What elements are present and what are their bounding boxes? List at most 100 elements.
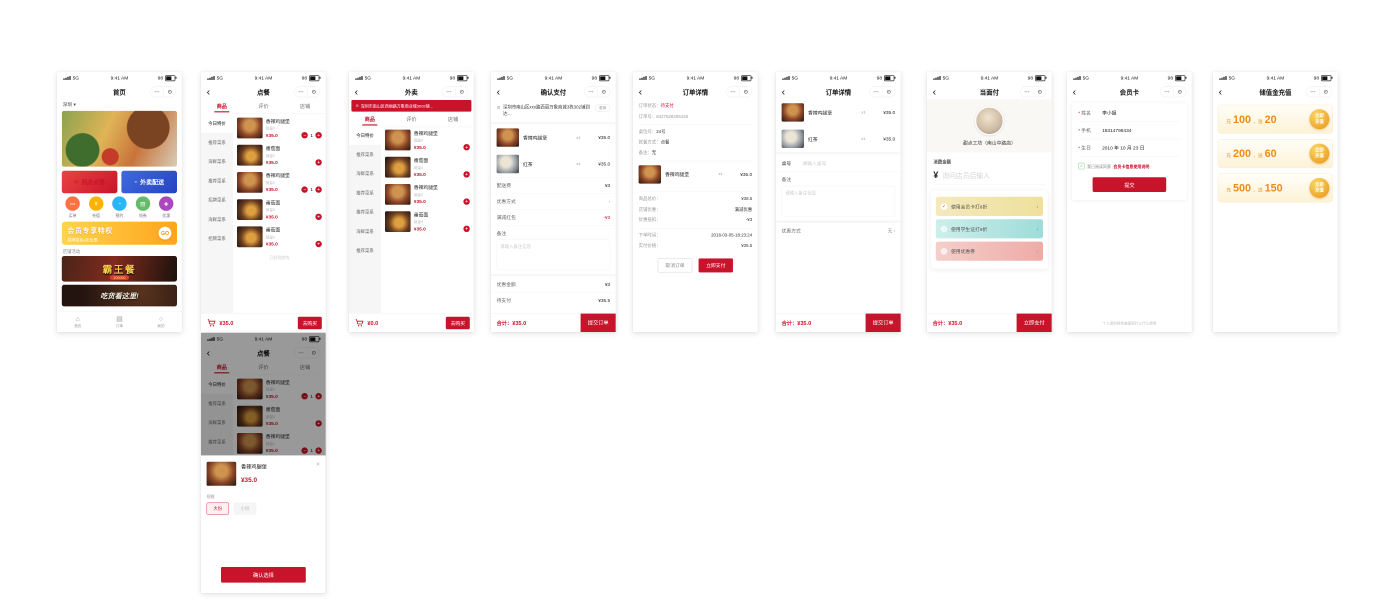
category-item[interactable]: 推荐菜系 — [208, 401, 226, 407]
back-button[interactable]: ‹ — [781, 85, 786, 98]
close-icon[interactable]: × — [315, 460, 321, 468]
quick-action[interactable]: ¥ 充值 — [87, 196, 105, 218]
spec-chip[interactable]: 大份 — [206, 502, 229, 515]
radio-check-icon[interactable] — [940, 247, 948, 255]
shop-tab[interactable]: 商品 — [201, 360, 243, 374]
close-icon[interactable]: ⊙ — [1173, 87, 1186, 97]
plus-button[interactable]: + — [463, 198, 470, 205]
category-item[interactable]: 海鲜菜系 — [208, 217, 226, 222]
more-icon[interactable]: ⋯ — [873, 88, 879, 95]
category-item[interactable]: 推荐菜系 — [356, 248, 374, 254]
category-item[interactable]: 招牌菜系 — [208, 198, 226, 203]
minus-button[interactable]: − — [301, 132, 308, 139]
recharge-card[interactable]: 充 200 ，送 60 立即 充值 — [1217, 139, 1333, 168]
close-icon[interactable]: ⊙ — [739, 87, 752, 97]
back-button[interactable]: ‹ — [206, 85, 211, 98]
checkout-button[interactable]: 去购买 — [297, 316, 322, 329]
back-button[interactable]: ‹ — [496, 85, 501, 98]
miniprogram-capsule[interactable]: ⋯ ⊙ — [1020, 86, 1047, 97]
plus-button[interactable]: + — [315, 132, 322, 139]
close-icon[interactable]: ⊙ — [597, 87, 610, 97]
miniprogram-capsule[interactable]: ⋯ ⊙ — [294, 347, 321, 358]
miniprogram-capsule[interactable]: ⋯ ⊙ — [150, 86, 177, 97]
cart-icon[interactable] — [207, 318, 217, 328]
category-item[interactable]: 海鲜菜系 — [208, 159, 226, 165]
miniprogram-capsule[interactable]: ⋯ ⊙ — [442, 86, 469, 97]
shop-tab[interactable]: 店铺 — [299, 364, 311, 371]
agree-checkbox[interactable]: ✓ — [1078, 162, 1085, 170]
tabbar-item[interactable]: ○ 我的 — [140, 312, 182, 332]
close-icon[interactable]: ⊙ — [882, 87, 895, 97]
minus-button[interactable]: − — [301, 447, 308, 454]
plus-button[interactable]: + — [315, 240, 322, 248]
pay-now-button[interactable]: 立即支付 — [1016, 313, 1052, 332]
back-button[interactable]: ‹ — [638, 85, 643, 98]
radio-check-icon[interactable]: ✓ — [940, 203, 948, 210]
minus-button[interactable]: − — [301, 393, 308, 400]
recharge-now-button[interactable]: 立即 充值 — [1309, 178, 1330, 198]
miniprogram-capsule[interactable]: ⋯ ⊙ — [1160, 86, 1187, 97]
discount-option[interactable]: 使用优惠券 › — [935, 241, 1043, 261]
more-icon[interactable]: ⋯ — [1024, 88, 1030, 95]
shop-tab[interactable]: 店铺 — [447, 116, 459, 123]
location-selector[interactable]: 深圳 ▾ — [62, 101, 76, 108]
pay-now-button[interactable]: 立即支付 — [698, 258, 734, 273]
plus-button[interactable]: + — [315, 186, 322, 193]
go-button[interactable]: GO — [158, 226, 172, 240]
delivery-button[interactable]: ⌁ 外卖配送 — [121, 170, 177, 194]
category-item[interactable]: 推荐菜系 — [208, 140, 226, 146]
quick-action[interactable]: ▭ 买单 — [63, 196, 81, 218]
radio-check-icon[interactable] — [940, 225, 948, 233]
recharge-card[interactable]: 充 500 ，送 150 立即 充值 — [1217, 173, 1333, 203]
category-item[interactable]: 推荐菜系 — [356, 152, 374, 158]
delivery-address-bar[interactable]: ⊙ 深圳市南山区西丽路万象商业城3002铺... — [351, 100, 472, 112]
tabbar-item[interactable]: ▤ 订单 — [99, 312, 141, 332]
change-address-button[interactable]: 更换 — [594, 104, 611, 112]
submit-order-button[interactable]: 提交订单 — [580, 313, 616, 332]
discount-row[interactable]: 优惠方式 无 › — [776, 220, 901, 238]
field-value[interactable]: 2010 年 10 月 23 日 — [1102, 145, 1145, 151]
miniprogram-capsule[interactable]: ⋯ ⊙ — [726, 86, 753, 97]
miniprogram-capsule[interactable]: ⋯ ⊙ — [869, 86, 896, 97]
discount-row[interactable]: 优惠方式 › — [491, 193, 616, 209]
category-item[interactable]: 推荐菜系 — [208, 439, 226, 445]
back-button[interactable]: ‹ — [1072, 85, 1077, 98]
activity-banner-1[interactable]: 霸王餐 100000 — [61, 256, 177, 282]
activity-banner-2[interactable]: 吃货看这里! — [61, 284, 177, 307]
miniprogram-capsule[interactable]: ⋯ ⊙ — [584, 86, 611, 97]
more-icon[interactable]: ⋯ — [446, 88, 452, 95]
cancel-order-button[interactable]: 取消订单 — [657, 258, 693, 273]
terms-link[interactable]: 会员卡信息使用说明 — [1113, 164, 1150, 169]
shop-tab[interactable]: 评价 — [258, 103, 269, 110]
close-icon[interactable]: ⊙ — [307, 87, 320, 97]
note-input[interactable] — [496, 239, 611, 270]
recharge-card[interactable]: 充 100 ，送 20 立即 充值 — [1217, 104, 1333, 134]
note-input[interactable] — [781, 186, 896, 217]
more-icon[interactable]: ⋯ — [730, 88, 736, 95]
category-item[interactable]: 推荐菜系 — [208, 178, 226, 184]
category-item[interactable]: 推荐菜系 — [356, 190, 374, 196]
quick-action[interactable]: ◈ 优惠 — [157, 196, 175, 218]
tabbar-item[interactable]: ⌂ 首页 — [57, 312, 99, 332]
close-icon[interactable]: ⊙ — [1319, 87, 1332, 97]
plus-button[interactable]: + — [463, 225, 470, 232]
back-button[interactable]: ‹ — [354, 85, 359, 98]
dinein-order-button[interactable]: Ψ 到店点餐 — [61, 170, 118, 194]
more-icon[interactable]: ⋯ — [298, 88, 304, 95]
miniprogram-capsule[interactable]: ⋯ ⊙ — [294, 86, 321, 97]
plus-button[interactable]: + — [463, 171, 470, 178]
plus-button[interactable]: + — [463, 144, 470, 151]
category-item[interactable]: 推荐菜系 — [356, 210, 374, 215]
back-button[interactable]: ‹ — [932, 85, 937, 98]
category-item[interactable]: 海鲜菜系 — [208, 420, 226, 426]
confirm-selection-button[interactable]: 确认选择 — [220, 567, 306, 583]
miniprogram-capsule[interactable]: ⋯ ⊙ — [1306, 86, 1333, 97]
submit-order-button[interactable]: 提交订单 — [865, 313, 901, 332]
more-icon[interactable]: ⋯ — [154, 88, 160, 95]
more-icon[interactable]: ⋯ — [298, 349, 304, 356]
recharge-now-button[interactable]: 立即 充值 — [1309, 109, 1330, 130]
spec-chip[interactable]: 小份 — [233, 502, 257, 515]
vip-banner[interactable]: 会员专享特权 招牌菜系8折优惠 GO — [61, 221, 177, 245]
more-icon[interactable]: ⋯ — [588, 88, 594, 95]
category-item[interactable]: 今日特价 — [201, 113, 233, 133]
